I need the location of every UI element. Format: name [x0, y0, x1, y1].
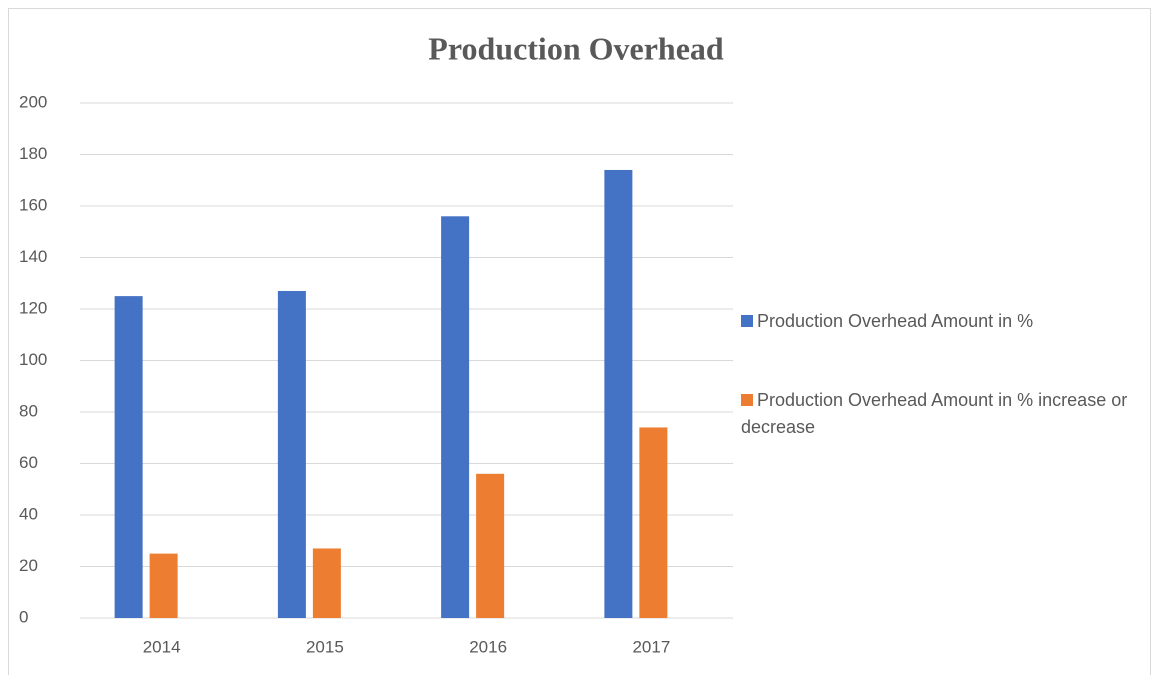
y-tick-label: 120 [19, 298, 47, 317]
legend-swatch [741, 394, 753, 406]
y-tick-label: 80 [19, 401, 38, 420]
legend-label: Production Overhead Amount in % [757, 311, 1034, 331]
y-tick-label: 20 [19, 556, 38, 575]
y-tick-label: 100 [19, 350, 47, 369]
y-tick-label: 140 [19, 247, 47, 266]
y-tick-label: 160 [19, 195, 47, 214]
y-tick-label: 60 [19, 453, 38, 472]
legend-entry: Production Overhead Amount in % [741, 308, 1146, 335]
chart-frame [8, 8, 1151, 675]
legend-label: Production Overhead Amount in % increase… [741, 390, 1128, 437]
legend-swatch [741, 315, 753, 327]
y-tick-label: 40 [19, 504, 38, 523]
x-tick-label: 2017 [632, 637, 670, 656]
bar [149, 553, 178, 618]
bar [639, 427, 668, 618]
bar [441, 216, 470, 619]
bar [277, 290, 306, 618]
bar [604, 169, 633, 618]
y-tick-label: 200 [19, 92, 47, 111]
y-tick-label: 0 [19, 607, 28, 626]
x-tick-label: 2015 [306, 637, 344, 656]
bar [476, 473, 505, 618]
bar [312, 548, 341, 618]
bar [114, 296, 143, 618]
chart-title: Production Overhead [428, 30, 724, 66]
x-tick-label: 2016 [469, 637, 507, 656]
legend-entry: Production Overhead Amount in % increase… [741, 387, 1146, 441]
y-tick-label: 180 [19, 144, 47, 163]
x-tick-label: 2014 [143, 637, 181, 656]
